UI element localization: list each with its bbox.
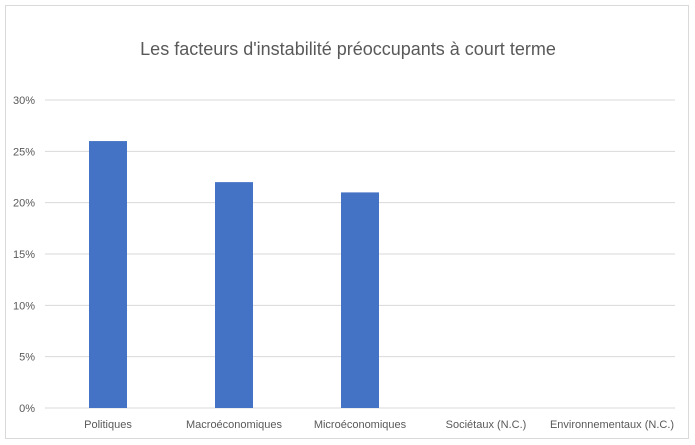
chart-title: Les facteurs d'instabilité préoccupants …: [140, 39, 556, 59]
y-tick-label: 10%: [13, 300, 35, 312]
y-tick-label: 5%: [19, 352, 35, 364]
bar-macro-conomiques: [215, 182, 253, 408]
bars: [89, 141, 379, 409]
y-tick-label: 30%: [13, 95, 35, 107]
y-tick-label: 15%: [13, 249, 35, 261]
y-tick-label: 20%: [13, 198, 35, 210]
x-tick-label: Politiques: [84, 419, 132, 431]
x-tick-label: Macroéconomiques: [186, 419, 282, 431]
x-tick-label: Sociétaux (N.C.): [446, 419, 527, 431]
bar-politiques: [89, 141, 127, 409]
x-tick-label: Environnementaux (N.C.): [550, 419, 674, 431]
x-axis: Politiques Macroéconomiques Microéconomiqu…: [84, 419, 674, 431]
x-tick-label: Microéconomiques: [314, 419, 407, 431]
y-tick-label: 0%: [19, 403, 35, 415]
bar-micro-conomiques: [341, 192, 379, 408]
y-tick-label: 25%: [13, 146, 35, 158]
y-axis: 0% 5% 10% 15% 20% 25% 30%: [13, 95, 35, 415]
